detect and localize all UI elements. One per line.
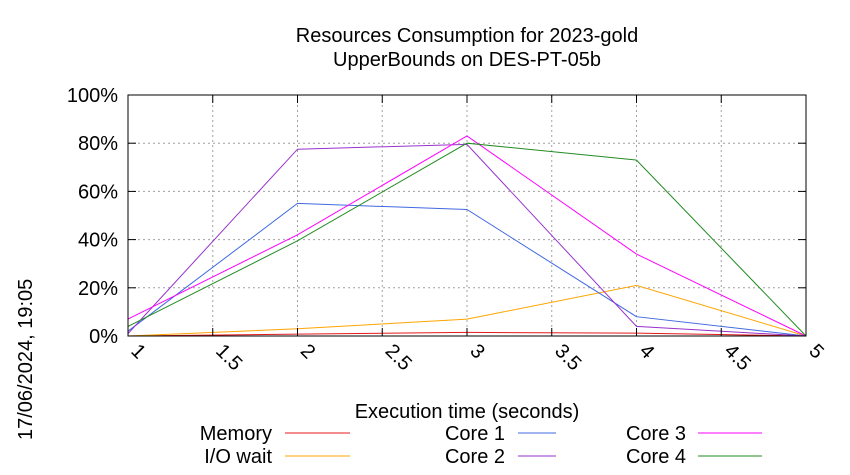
legend-label-memory: Memory xyxy=(200,423,272,445)
series-line-core-3 xyxy=(127,135,807,337)
x-tick-label: 4 xyxy=(635,340,658,363)
chart-title-line-2: UpperBounds on DES-PT-05b xyxy=(333,49,601,71)
series-line-i-o-wait xyxy=(127,284,807,337)
y-tick-label: 0% xyxy=(89,326,118,348)
x-tick-label: 2.5 xyxy=(381,340,416,375)
x-axis-label: Execution time (seconds) xyxy=(355,401,580,423)
series-line-core-4 xyxy=(127,142,807,337)
x-tick-label: 3 xyxy=(465,340,488,363)
x-tick-label: 1 xyxy=(126,340,149,363)
chart-title-line-1: Resources Consumption for 2023-gold xyxy=(296,25,638,47)
legend-label-core-2: Core 2 xyxy=(445,446,505,468)
series-line-core-1 xyxy=(127,202,807,337)
y-tick-label: 80% xyxy=(78,133,118,155)
x-axis-ticks: 1 1.5 2 2.5 3 3.5 4 4.5 5 xyxy=(126,95,828,375)
legend-label-core-4: Core 4 xyxy=(626,446,686,468)
y-tick-label: 60% xyxy=(78,181,118,203)
x-tick-label: 2 xyxy=(296,340,319,363)
grid-lines xyxy=(128,95,806,336)
legend-label-i-o-wait: I/O wait xyxy=(204,446,272,468)
x-tick-label: 4.5 xyxy=(720,340,755,375)
y-tick-label: 20% xyxy=(78,278,118,300)
y-axis-ticks: 0% 20% 40% 60% 80% 100% xyxy=(67,85,806,348)
chart-title: Resources Consumption for 2023-gold Uppe… xyxy=(296,25,638,71)
y-tick-label: 40% xyxy=(78,230,118,252)
legend-label-core-3: Core 3 xyxy=(626,423,686,445)
x-tick-label: 5 xyxy=(804,340,827,363)
timestamp-label: 17/06/2024, 19:05 xyxy=(15,279,37,440)
x-tick-label: 1.5 xyxy=(211,340,246,375)
y-tick-label: 100% xyxy=(67,85,118,107)
x-tick-label: 3.5 xyxy=(550,340,585,375)
legend-label-core-1: Core 1 xyxy=(445,423,505,445)
series-line-core-2 xyxy=(127,143,807,337)
series-lines xyxy=(127,135,807,337)
